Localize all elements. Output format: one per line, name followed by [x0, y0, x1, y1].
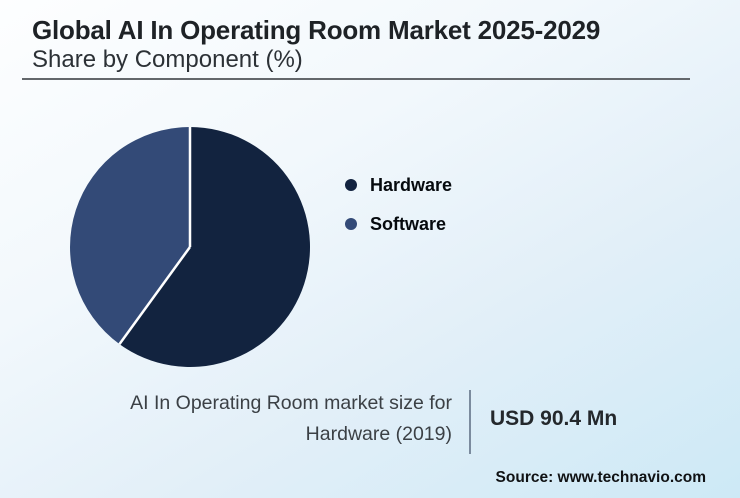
pie-slice-hardware — [119, 127, 311, 367]
stat-label-line1: AI In Operating Room market size for — [130, 392, 452, 414]
stat-label: AI In Operating Room market size for Har… — [60, 388, 452, 450]
title-divider — [22, 78, 690, 80]
stat-divider — [469, 390, 471, 454]
legend-label-software: Software — [370, 213, 447, 234]
software-swatch-icon — [345, 218, 357, 230]
source-text: Source: www.technavio.com — [495, 469, 706, 486]
pie-divider-line — [118, 246, 192, 345]
legend-item-software: Software — [345, 213, 452, 235]
pie-slice-software — [70, 127, 190, 345]
legend: Hardware Software — [345, 174, 452, 235]
stat-label-line2: Hardware (2019) — [305, 423, 452, 445]
pie-chart — [67, 124, 313, 370]
header: Global AI In Operating Room Market 2025-… — [32, 15, 600, 74]
pie-svg — [70, 127, 311, 367]
stat-value: USD 90.4 Mn — [490, 407, 618, 430]
hardware-swatch-icon — [345, 179, 357, 191]
page-subtitle: Share by Component (%) — [32, 46, 303, 73]
page-title: Global AI In Operating Room Market 2025-… — [32, 15, 601, 45]
legend-label-hardware: Hardware — [370, 174, 453, 195]
legend-item-hardware: Hardware — [345, 174, 452, 196]
